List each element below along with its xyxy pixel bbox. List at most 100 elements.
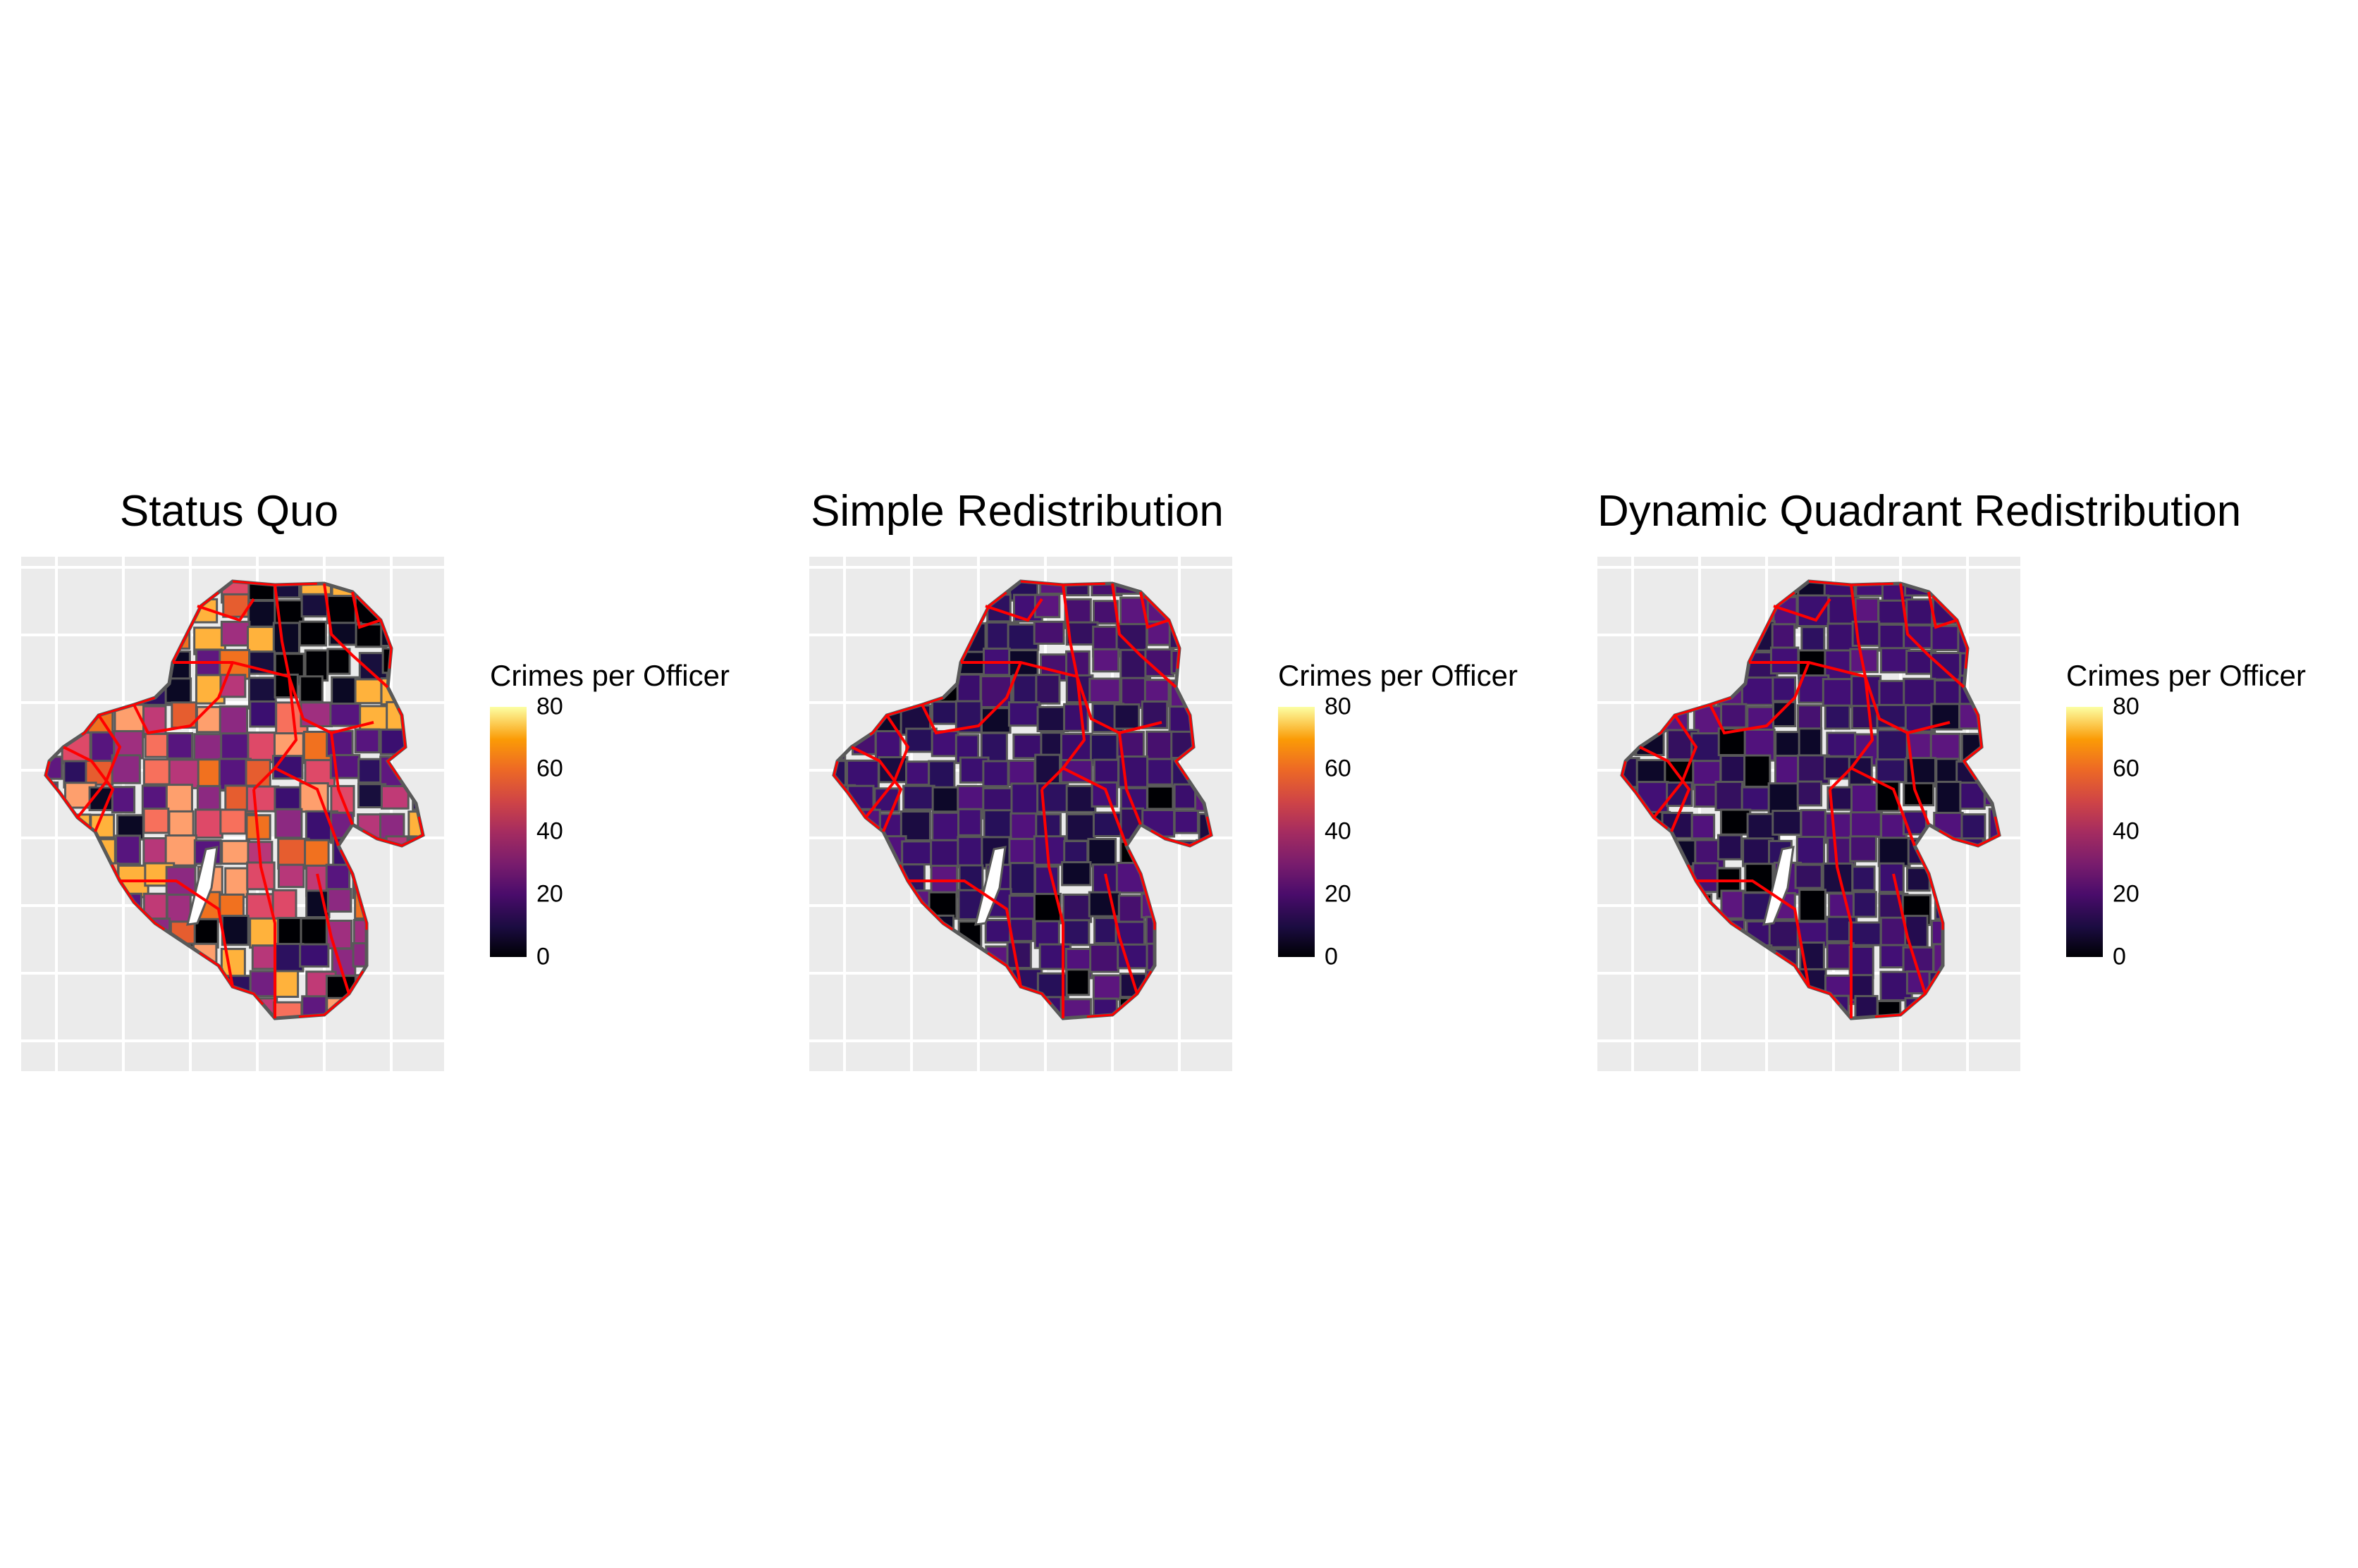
district-polygon: [1935, 780, 1962, 815]
district-polygon: [277, 837, 310, 870]
quadrant-boundary: [133, 662, 234, 735]
district-polygon: [1794, 863, 1823, 889]
district-polygon: [1714, 780, 1744, 811]
district-polygon: [1113, 703, 1141, 730]
quadrant-boundary: [864, 714, 910, 819]
quadrant-boundary: [1040, 789, 1064, 1018]
district-polygon: [1824, 704, 1851, 730]
district-polygon: [1093, 917, 1119, 944]
quadrant-boundary: [1104, 873, 1138, 994]
district-polygon: [1851, 865, 1876, 891]
quadrant-boundary: [985, 598, 1043, 622]
quadrant-boundary: [330, 732, 354, 825]
quadrant-boundary: [1850, 767, 1916, 846]
legend-title: Crimes per Officer: [490, 659, 730, 692]
district-polygon: [1117, 894, 1146, 923]
district-polygon: [1092, 600, 1119, 625]
quadrant-outer-boundary: [1621, 580, 2001, 1020]
district-polygon: [300, 701, 333, 728]
quadrant-boundary: [851, 746, 903, 832]
district-polygon: [194, 808, 223, 839]
district-polygon: [1905, 598, 1934, 626]
legend-title: Crimes per Officer: [1278, 659, 1518, 692]
district-polygon: [1903, 677, 1936, 710]
district-polygon: [1796, 780, 1823, 807]
quadrant-boundary: [1927, 591, 1958, 629]
district-polygon: [247, 626, 276, 653]
quadrant-boundary: [1118, 732, 1142, 825]
district-polygon: [326, 648, 351, 675]
quadrant-boundary: [1892, 873, 1927, 994]
quadrant-boundary: [173, 661, 374, 735]
district-polygon: [166, 731, 194, 760]
quadrant-boundary: [1652, 714, 1698, 819]
legend-tick-label: 80: [536, 693, 563, 720]
district-polygon: [1173, 809, 1199, 834]
district-polygon: [1010, 782, 1040, 816]
legend-tick-label: 20: [536, 880, 563, 908]
district-polygon: [1007, 701, 1040, 727]
district-polygon: [1822, 678, 1855, 707]
district-polygon: [164, 677, 192, 704]
district-polygon: [930, 839, 959, 869]
district-polygon: [1091, 781, 1119, 808]
map-panel-simple-redistribution: Simple Redistribution Crimes per Officer…: [809, 486, 1585, 1071]
district-polygon: [354, 678, 383, 705]
district-polygon: [380, 785, 410, 810]
district-polygon: [249, 700, 277, 728]
quadrant-boundary: [961, 661, 1162, 735]
panel-title: Dynamic Quadrant Redistribution: [1597, 487, 2242, 536]
district-polygon: [1744, 863, 1774, 894]
quadrant-boundary: [1062, 584, 1079, 677]
district-polygon: [1717, 834, 1743, 860]
quadrant-outer-boundary: [44, 580, 424, 1020]
district-polygon: [931, 730, 959, 758]
legend-tick-label: 0: [536, 943, 550, 970]
park-gap: [186, 846, 219, 926]
district-polygon: [1088, 891, 1122, 918]
district-polygon: [1146, 785, 1174, 810]
map-panel-status-quo: Status Quo Crimes per Officer 0 20 40 60…: [21, 486, 797, 1071]
district-polygon: [1065, 784, 1097, 813]
district-polygon: [1877, 729, 1908, 763]
district-polygon: [1848, 921, 1882, 946]
district-polygon: [1800, 809, 1826, 840]
legend-tick-label: 0: [2113, 943, 2126, 970]
district-polygon: [299, 943, 330, 968]
quadrant-boundary: [120, 879, 234, 987]
quadrant-boundary: [1111, 583, 1177, 689]
district-polygon: [299, 675, 324, 703]
district-polygon: [1930, 624, 1961, 651]
panel-title: Simple Redistribution: [811, 487, 1224, 536]
district-polygon: [354, 728, 381, 754]
district-polygon: [304, 839, 330, 868]
legend-tick-label: 20: [1325, 880, 1351, 908]
district-polygon: [1771, 676, 1797, 703]
map-panel-dynamic-quadrant-redistribution: Dynamic Quadrant Redistribution Crimes p…: [1597, 486, 2358, 1071]
district-polygon: [957, 808, 983, 837]
quadrant-outer-boundary: [833, 580, 1212, 1020]
legend-tick-label: 60: [1325, 755, 1351, 782]
district-polygon: [219, 808, 247, 835]
legend-tick-label: 40: [2113, 817, 2139, 845]
district-polygon: [300, 917, 330, 949]
district-polygon: [1795, 836, 1826, 865]
district-polygon: [1008, 837, 1038, 865]
district-polygon: [902, 784, 935, 811]
district-polygon: [329, 702, 362, 727]
district-polygon: [982, 760, 1009, 788]
district-polygon: [251, 944, 279, 970]
choropleth-map: [809, 557, 1232, 1071]
district-polygon: [1061, 860, 1092, 887]
district-polygon: [164, 834, 197, 867]
district-polygon: [1875, 758, 1906, 784]
choropleth-map: [1597, 557, 2020, 1071]
legend-tick-label: 20: [2113, 880, 2139, 908]
district-polygon: [1690, 813, 1716, 840]
quadrant-boundary: [1899, 583, 1965, 689]
district-polygon: [1929, 652, 1961, 681]
legend-tick-label: 60: [536, 755, 563, 782]
district-polygon: [1877, 837, 1911, 868]
district-polygon: [1007, 759, 1036, 787]
quadrant-boundary: [274, 584, 290, 677]
